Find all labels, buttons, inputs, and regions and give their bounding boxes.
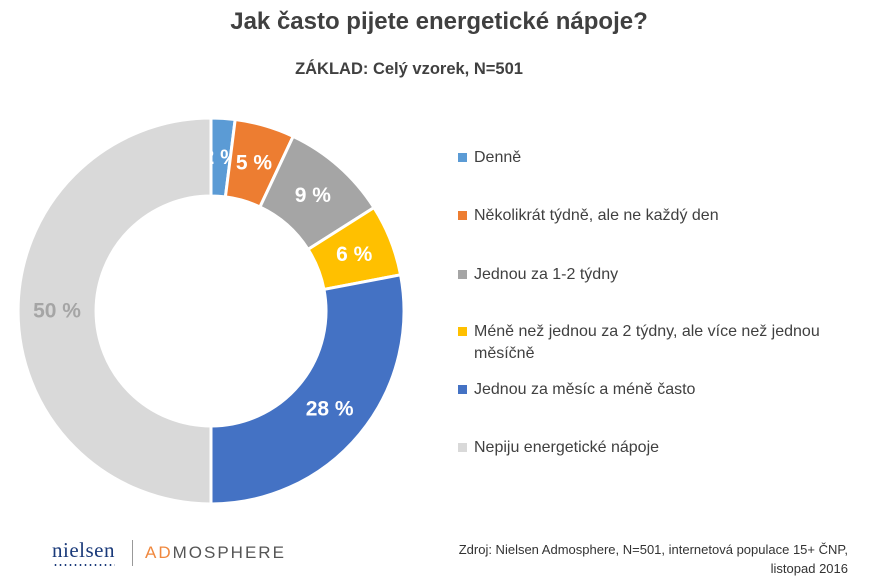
logo-divider (132, 540, 133, 566)
source-note: Zdroj: Nielsen Admosphere, N=501, intern… (459, 540, 848, 578)
legend-swatch (458, 270, 467, 279)
data-label-nekolikrat-tydne-ale-ne-kazdy-den: 5 % (236, 152, 273, 175)
legend-swatch (458, 153, 467, 162)
chart-title: Jak často pijete energetické nápoje? (230, 8, 648, 35)
donut-chart: 2 %5 %9 %6 %28 %50 % (16, 116, 406, 506)
source-line-1: Zdroj: Nielsen Admosphere, N=501, intern… (458, 542, 848, 557)
legend-swatch (458, 443, 467, 452)
source-line-2: listopad 2016 (770, 561, 848, 576)
legend-label: Několikrát týdně, ale ne každý den (474, 207, 719, 224)
legend-label: Nepiju energetické nápoje (474, 439, 660, 456)
legend-label: Jednou za měsíc a méně často (474, 381, 696, 398)
legend-swatch (458, 385, 467, 394)
data-label-jednou-za-1-2-tydny: 9 % (295, 184, 332, 207)
legend-label: Méně než jednou za 2 týdny, ale více než… (474, 323, 820, 362)
nielsen-logo-dots (53, 564, 115, 566)
nielsen-logo: nielsen (52, 538, 115, 562)
slice-nepiju-energeticke-napoje (16, 116, 213, 506)
chart-subtitle: ZÁKLAD: Celý vzorek, N=501 (295, 60, 523, 78)
slice-jednou-za-mesic-a-mene-casto (209, 273, 406, 506)
legend-swatch (458, 211, 467, 220)
data-label-mene-nez-jednou-za-2-tydny-ale-vice-nez-jednou-mesicne: 6 % (336, 243, 373, 266)
admosphere-logo: ADMOSPHERE (145, 543, 286, 562)
data-label-jednou-za-mesic-a-mene-casto: 28 % (306, 398, 354, 421)
legend-label: Jednou za 1-2 týdny (474, 266, 619, 283)
data-label-nepiju-energeticke-napoje: 50 % (33, 300, 81, 323)
legend-label: Denně (474, 149, 522, 166)
legend-swatch (458, 327, 467, 336)
